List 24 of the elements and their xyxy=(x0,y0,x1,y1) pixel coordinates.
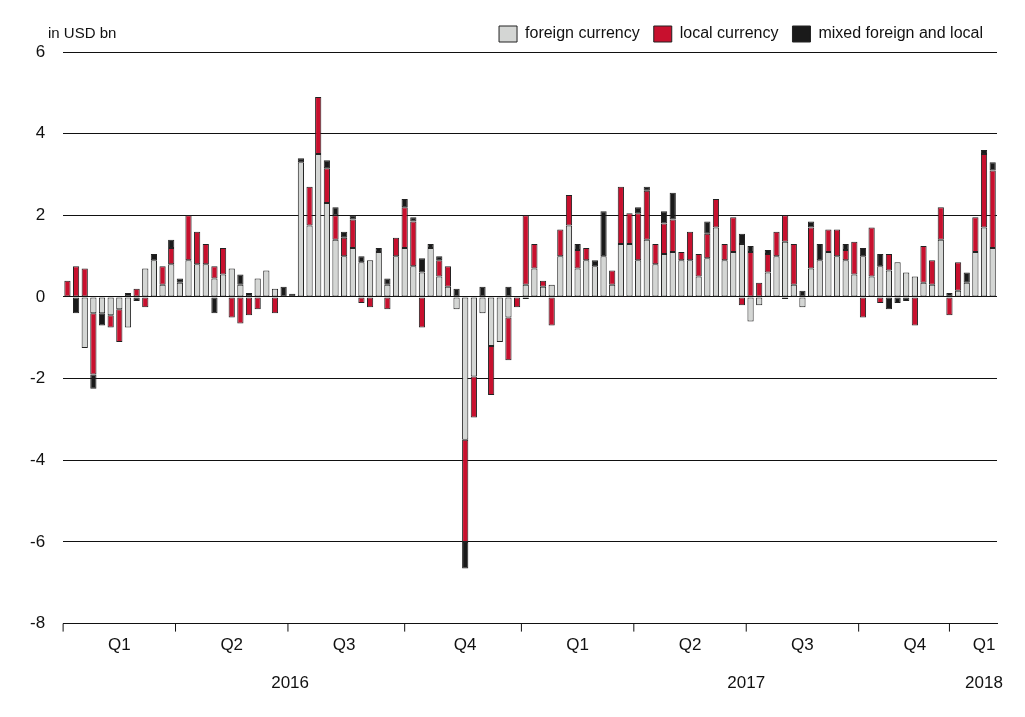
legend-label: mixed foreign and local xyxy=(818,24,984,42)
x-tick-label: Q2 xyxy=(220,635,244,655)
text: 2016 xyxy=(271,673,310,693)
x-tick-label: Q2 xyxy=(678,635,702,655)
x-tick-label: Q3 xyxy=(332,635,356,655)
legend-label: local currency xyxy=(679,24,779,42)
x-tick-label: Q1 xyxy=(107,635,131,655)
text: 2017 xyxy=(727,673,766,693)
legend-label: foreign currency xyxy=(525,24,640,42)
text: 2018 xyxy=(965,673,1003,693)
y-tick-label: 0 xyxy=(35,286,46,306)
y-tick-label: 4 xyxy=(35,123,46,143)
y-tick-label: 6 xyxy=(35,41,46,61)
x-tick-label: Q4 xyxy=(453,635,477,655)
y-tick-label: 2 xyxy=(35,205,46,224)
y-tick-label: -6 xyxy=(29,531,46,551)
x-tick-label: Q3 xyxy=(791,635,814,655)
y-axis-title: in USD bn xyxy=(48,24,117,42)
x-tick-label: Q4 xyxy=(903,635,927,655)
y-tick-label: -4 xyxy=(29,449,46,469)
x-tick-label: Q1 xyxy=(972,635,996,655)
y-tick-label: -2 xyxy=(29,368,46,388)
x-tick-label: Q1 xyxy=(566,635,589,655)
y-tick-label: -8 xyxy=(29,613,46,633)
